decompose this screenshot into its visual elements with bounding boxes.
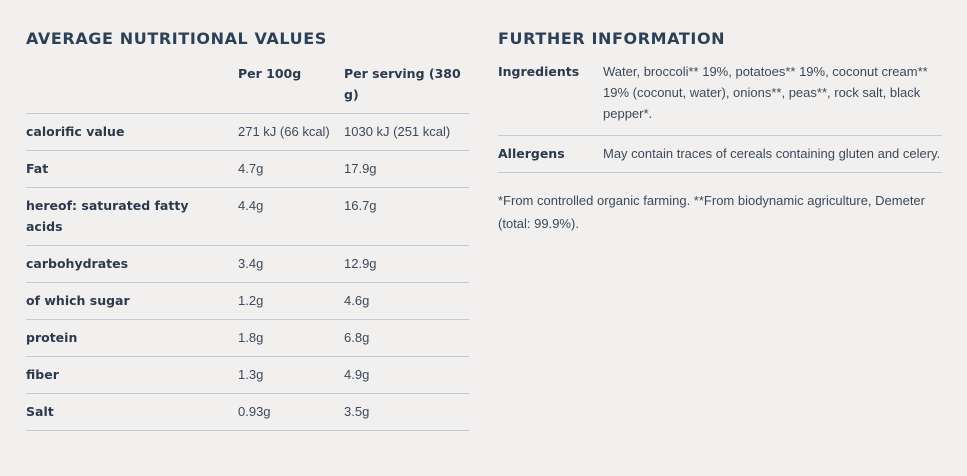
further-information-section: FURTHER INFORMATION Ingredients Water, b… <box>498 28 942 235</box>
table-row: hereof: saturated fatty acids 4.4g 16.7g <box>26 187 469 246</box>
table-row: carbohydrates 3.4g 12.9g <box>26 245 469 283</box>
allergens-text: May contain traces of cereals containing… <box>603 135 942 173</box>
per-100g-value: 1.8g <box>238 319 344 357</box>
ingredients-text: Water, broccoli** 19%, potatoes** 19%, c… <box>603 64 928 121</box>
per-serving-value: 17.9g <box>344 150 469 188</box>
nutrient-label: hereof: saturated fatty acids <box>26 187 238 246</box>
further-information-title: FURTHER INFORMATION <box>498 29 726 48</box>
per-100g-value: 4.4g <box>238 187 344 246</box>
column-header-per-serving: Per serving (380 g) <box>344 66 461 102</box>
per-serving-value: 4.9g <box>344 356 469 394</box>
allergens-row: Allergens May contain traces of cereals … <box>498 135 942 173</box>
table-row: fiber 1.3g 4.9g <box>26 356 469 394</box>
nutrient-label: fiber <box>26 356 238 394</box>
per-serving-value: 16.7g <box>344 187 469 246</box>
footnote: *From controlled organic farming. **From… <box>498 193 925 231</box>
nutrient-label: carbohydrates <box>26 245 238 283</box>
per-serving-value: 3.5g <box>344 393 469 431</box>
table-header-row: Per 100g Per serving (380 g) <box>26 61 469 114</box>
per-100g-value: 1.2g <box>238 282 344 320</box>
ingredients-label: Ingredients <box>498 64 580 79</box>
allergens-label: Allergens <box>498 135 603 173</box>
per-100g-value: 4.7g <box>238 150 344 188</box>
nutrient-label: of which sugar <box>26 282 238 320</box>
per-100g-value: 271 kJ (66 kcal) <box>238 113 344 151</box>
table-row: protein 1.8g 6.8g <box>26 319 469 357</box>
nutrition-title: AVERAGE NUTRITIONAL VALUES <box>26 29 327 48</box>
further-information-table: Ingredients Water, broccoli** 19%, potat… <box>498 61 942 173</box>
column-header-per-100g: Per 100g <box>238 66 302 81</box>
nutrient-label: protein <box>26 319 238 357</box>
per-serving-value: 12.9g <box>344 245 469 283</box>
table-row: Salt 0.93g 3.5g <box>26 393 469 431</box>
nutrition-section: AVERAGE NUTRITIONAL VALUES Per 100g Per … <box>26 28 469 431</box>
per-100g-value: 1.3g <box>238 356 344 394</box>
per-serving-value: 1030 kJ (251 kcal) <box>344 113 469 151</box>
per-serving-value: 6.8g <box>344 319 469 357</box>
per-100g-value: 3.4g <box>238 245 344 283</box>
nutrient-label: calorific value <box>26 113 238 151</box>
nutrient-label: Salt <box>26 393 238 431</box>
per-serving-value: 4.6g <box>344 282 469 320</box>
ingredients-row: Ingredients Water, broccoli** 19%, potat… <box>498 61 942 136</box>
table-row: Fat 4.7g 17.9g <box>26 150 469 188</box>
nutrient-label: Fat <box>26 150 238 188</box>
table-row: calorific value 271 kJ (66 kcal) 1030 kJ… <box>26 113 469 151</box>
per-100g-value: 0.93g <box>238 393 344 431</box>
nutrition-table: Per 100g Per serving (380 g) calorific v… <box>26 61 469 431</box>
table-row: of which sugar 1.2g 4.6g <box>26 282 469 320</box>
column-header-nutrient <box>26 61 238 114</box>
